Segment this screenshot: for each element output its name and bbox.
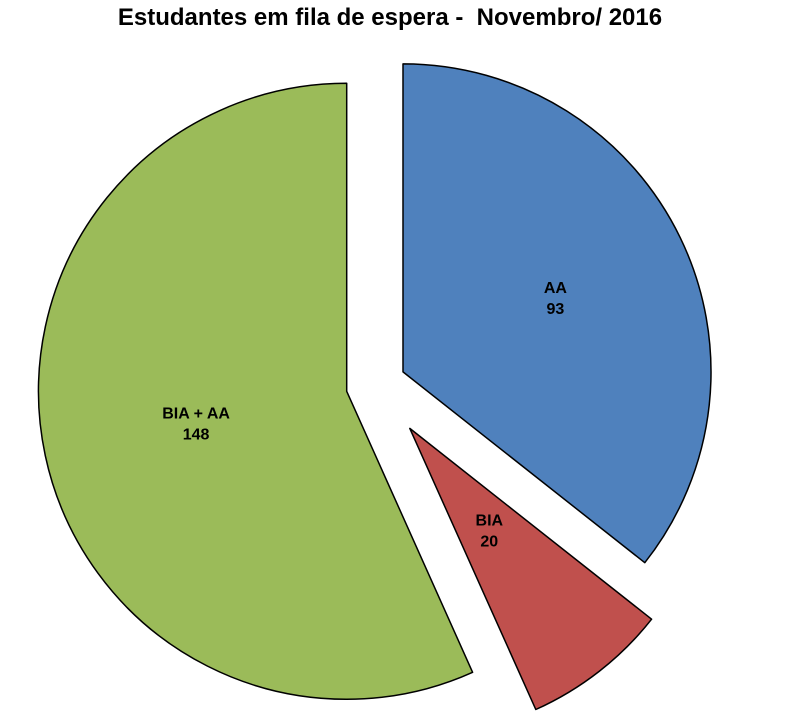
pie-slice-bia xyxy=(409,427,653,711)
chart-title: Estudantes em fila de espera - Novembro/… xyxy=(117,4,663,31)
pie-slice-bia-aa xyxy=(37,82,474,701)
pie-slice-aa xyxy=(402,63,712,564)
pie-slice-label-aa: AA 93 xyxy=(544,280,568,318)
pie-slice-label-bia: BIA 20 xyxy=(476,512,504,550)
pie-slice-label-bia-aa: BIA + AA 148 xyxy=(162,406,230,444)
